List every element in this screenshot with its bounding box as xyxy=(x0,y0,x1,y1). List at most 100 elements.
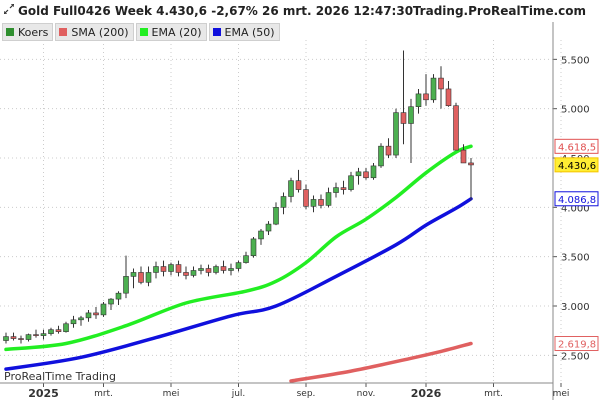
price-label: 2.619,8 xyxy=(554,336,599,352)
candle xyxy=(198,264,204,275)
indicator-legend: Koers SMA (200) EMA (20) EMA (50) xyxy=(2,23,280,41)
price-label-text: 4.430,6 xyxy=(558,161,596,172)
candle-body xyxy=(48,329,54,334)
candle xyxy=(310,195,317,213)
candle xyxy=(303,184,309,210)
candle xyxy=(108,298,114,310)
candle-body xyxy=(190,270,197,276)
candle xyxy=(370,162,377,180)
ema20-swatch-icon xyxy=(139,28,148,36)
candle xyxy=(243,251,249,264)
candle-body xyxy=(393,112,399,156)
candle-body xyxy=(280,196,287,208)
candle xyxy=(228,263,234,276)
candle xyxy=(348,171,354,192)
candle-body xyxy=(168,264,174,272)
candle xyxy=(438,66,444,109)
candle xyxy=(85,309,92,322)
candle xyxy=(33,329,39,338)
price-label: 4.086,8 xyxy=(554,191,599,207)
candle-body xyxy=(378,145,384,167)
candle-body xyxy=(175,264,182,273)
candle-body xyxy=(250,238,257,256)
candle xyxy=(183,266,189,280)
price-label: 4.618,5 xyxy=(554,138,599,154)
candle-body xyxy=(468,162,474,166)
x-tick-label: 2025 xyxy=(28,387,59,400)
legend-item-ema-50[interactable]: EMA (50) xyxy=(208,23,280,41)
candle xyxy=(168,262,174,276)
candle xyxy=(25,333,32,342)
candle-body xyxy=(235,262,242,269)
price-label-box xyxy=(554,336,599,352)
price-labels: 4.618,5 4.430,6 4.086,8 2.619,8 xyxy=(554,138,599,352)
candle-body xyxy=(55,329,62,332)
candle-body xyxy=(10,336,17,339)
sma-swatch-icon xyxy=(59,28,68,36)
candle xyxy=(423,74,429,106)
price-label: 4.430,6 xyxy=(554,157,599,173)
candle-body xyxy=(408,106,414,124)
expand-arrows-icon[interactable] xyxy=(4,4,14,14)
candle-body xyxy=(243,255,249,263)
candle-body xyxy=(228,268,234,271)
price-label-text: 2.619,8 xyxy=(558,340,596,351)
koers-swatch-icon xyxy=(6,28,14,36)
series-line-ema-20 xyxy=(4,144,473,352)
site-name[interactable]: Trading.ProRealTime.com xyxy=(412,4,586,18)
y-tick-label: 4.000 xyxy=(561,203,590,214)
candle-body xyxy=(153,266,159,273)
candle-body xyxy=(183,272,189,276)
candle-body xyxy=(303,189,309,207)
candle-body xyxy=(220,266,227,271)
candle xyxy=(408,98,414,163)
candle-body xyxy=(115,292,122,300)
candle xyxy=(153,261,159,279)
price-label-box xyxy=(554,157,599,173)
candle xyxy=(400,50,407,145)
candle xyxy=(213,264,219,275)
candle xyxy=(40,329,47,340)
candle-body xyxy=(445,88,452,107)
candle-body xyxy=(348,175,354,190)
candle xyxy=(288,177,294,203)
candle-body xyxy=(333,187,339,193)
y-tick-label: 5.000 xyxy=(561,105,590,116)
legend-item-koers[interactable]: Koers xyxy=(2,23,54,41)
candle xyxy=(273,202,279,226)
candle-body xyxy=(310,199,317,207)
x-tick-label: jul. xyxy=(231,389,246,399)
axes: 2.5003.0003.5004.0004.5005.0005.5002025m… xyxy=(0,22,590,400)
y-tick-label: 2.500 xyxy=(561,351,590,362)
candle xyxy=(63,321,69,333)
candle-body xyxy=(400,112,407,124)
candle xyxy=(93,306,99,319)
candle-body xyxy=(198,268,204,271)
candle-body xyxy=(273,207,279,225)
candle-body xyxy=(93,312,99,316)
candle-body xyxy=(415,93,422,108)
candle xyxy=(385,138,392,159)
candle xyxy=(453,102,459,151)
candle xyxy=(325,187,332,208)
candle xyxy=(18,335,24,344)
candle xyxy=(10,332,17,341)
candle-body xyxy=(460,149,467,164)
candle-body xyxy=(85,312,92,319)
legend-item-sma-200[interactable]: SMA (200) xyxy=(55,23,134,41)
candle xyxy=(175,260,182,277)
candle xyxy=(378,143,384,168)
candle-body xyxy=(355,171,362,177)
legend-item-ema-20[interactable]: EMA (20) xyxy=(135,23,207,41)
candle-body xyxy=(453,105,459,151)
candle xyxy=(333,182,339,198)
ema50-swatch-icon xyxy=(212,28,221,36)
price-label-text: 4.618,5 xyxy=(558,142,596,153)
candle xyxy=(48,327,54,336)
candle-body xyxy=(288,180,294,197)
candle-body xyxy=(430,77,437,101)
candle-body xyxy=(108,298,114,305)
candle xyxy=(70,315,77,328)
candle xyxy=(340,180,347,195)
